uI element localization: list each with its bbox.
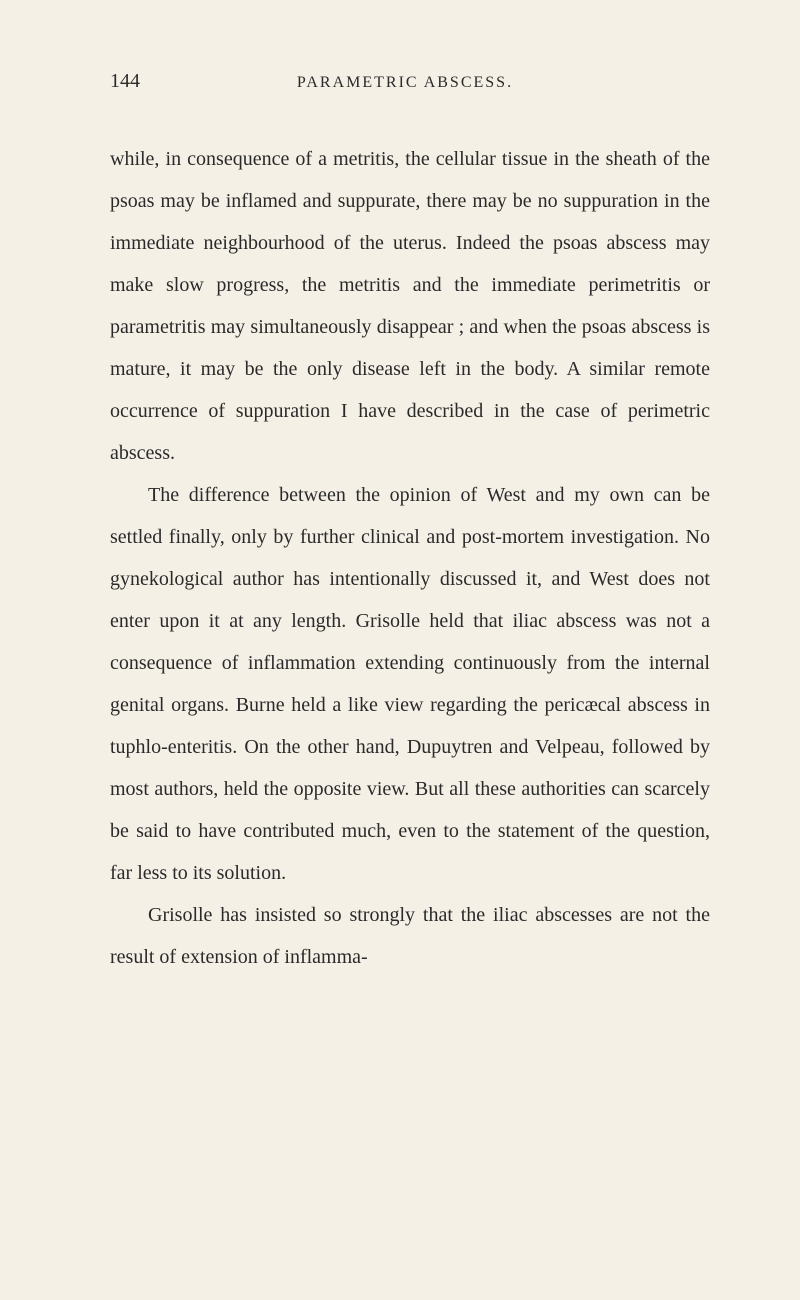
page-number: 144 (110, 70, 140, 93)
paragraph-3: Grisolle has insisted so strongly that t… (110, 894, 710, 978)
paragraph-2: The difference between the opinion of We… (110, 474, 710, 894)
paragraph-1: while, in consequence of a metritis, the… (110, 138, 710, 474)
running-head: PARAMETRIC ABSCESS. (140, 74, 710, 92)
page-header: 144 PARAMETRIC ABSCESS. (110, 70, 710, 93)
body-text: while, in consequence of a metritis, the… (110, 138, 710, 978)
